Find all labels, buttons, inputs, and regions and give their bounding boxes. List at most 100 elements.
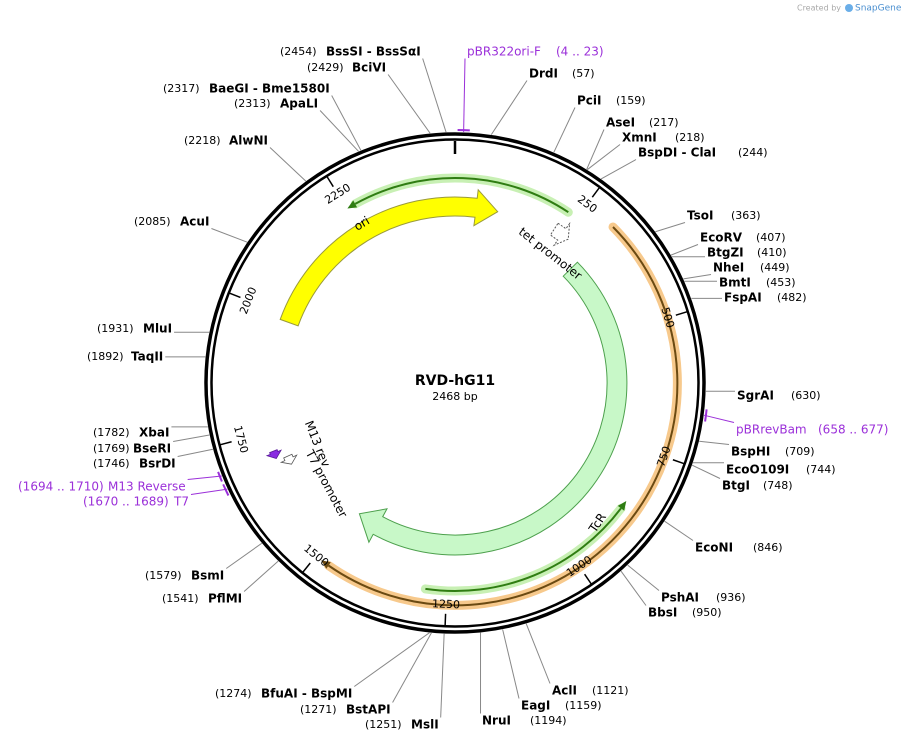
enzyme-name: SgrAI [737,389,774,403]
enzyme-name: AcuI [180,215,209,229]
enzyme-leader [269,147,307,182]
enzyme-position: (217) [649,116,679,129]
plasmid-size: 2468 bp [432,390,477,403]
scale-tick [675,310,688,316]
scale-tick-label: 250 [575,193,600,216]
enzyme-name: BspDI - ClaI [638,146,716,160]
enzyme-leader [620,570,647,606]
scale-tick [326,176,334,188]
enzyme-name: PflMI [208,592,242,606]
enzyme-position: (2454) [280,45,317,58]
enzyme-leader [553,107,576,153]
primer-site [222,483,230,496]
enzyme-leader [422,58,447,133]
enzyme-leader [243,560,279,592]
primer-range: (1670 .. 1689) [83,495,169,509]
enzyme-position: (2313) [234,97,271,110]
enzyme-name: PciI [577,94,602,108]
enzyme-position: (363) [731,209,761,222]
feature-tcr [358,261,628,556]
enzyme-name: EagI [521,699,550,713]
scale-tick-label: 750 [654,444,673,468]
enzyme-name: BbsI [648,606,677,620]
enzyme-position: (449) [760,261,790,274]
enzyme-position: (630) [791,389,821,402]
enzyme-leader [502,629,520,699]
enzyme-position: (407) [756,231,786,244]
enzyme-position: (218) [675,131,705,144]
green-arc-right-head [617,501,627,511]
enzyme-name: BseRI [133,442,171,456]
enzyme-leader [440,633,445,718]
enzyme-leader [354,632,430,687]
enzyme-leader [173,434,210,442]
enzyme-name: BaeGI - Bme1580I [209,82,330,96]
enzyme-position: (1121) [592,684,629,697]
enzyme-position: (1159) [565,699,602,712]
enzyme-leader [691,464,721,479]
enzyme-name: XmnI [622,131,657,145]
enzyme-name: MslI [411,718,439,732]
primer-range: (1694 .. 1710) [18,480,104,494]
scale-tick-label: 500 [658,306,677,330]
enzyme-name: BmtI [719,276,751,290]
enzyme-leader [586,144,621,171]
enzyme-position: (2429) [307,61,344,74]
primer-range: (4 .. 23) [556,45,604,59]
feature-ori [279,188,499,327]
enzyme-position: (159) [616,94,646,107]
enzyme-position: (1931) [97,322,134,335]
logo-icon [845,4,853,12]
enzyme-leader [177,448,214,457]
enzyme-leader [490,80,528,135]
primer-name: pBRrevBam [736,423,807,437]
enzyme-leader [392,632,432,703]
scale-tick [583,573,592,585]
plasmid-name: RVD-hG11 [415,373,495,389]
enzyme-name: BspHI [731,445,770,459]
primer-name: M13 Reverse [108,480,186,494]
primer-leader [187,475,222,480]
enzyme-name: XbaI [139,426,169,440]
enzyme-leader [387,74,431,134]
enzyme-leader [525,623,551,684]
enzyme-position: (2218) [184,134,221,147]
primer-leader [190,488,228,495]
enzyme-name: DrdI [529,67,558,81]
enzyme-name: AseI [606,116,635,130]
enzyme-position: (1251) [365,718,402,731]
feature-t7-promoter [279,453,298,465]
enzyme-position: (1541) [162,592,199,605]
enzyme-position: (709) [785,445,815,458]
enzyme-name: BciVI [352,61,386,75]
enzyme-position: (1271) [300,703,337,716]
orange-arc-head [321,560,331,569]
enzyme-name: EcoO109I [726,463,789,477]
primer-leader [463,58,466,133]
feature-label: tet promoter [516,225,585,283]
enzyme-position: (482) [777,291,807,304]
enzyme-leader [331,95,362,151]
enzyme-name: BssSI - BssSαI [326,45,421,59]
enzyme-leader [225,542,263,569]
enzyme-leader [664,520,694,541]
enzyme-name: NruI [482,714,511,728]
enzyme-position: (1769) [93,442,130,455]
enzyme-name: BtgI [722,479,750,493]
enzyme-leader [600,159,637,180]
enzyme-name: AlwNI [229,134,268,148]
enzyme-position: (744) [806,463,836,476]
feature-m13-rev [265,449,283,459]
enzyme-name: FspAI [724,291,762,305]
enzyme-position: (1194) [530,714,567,727]
enzyme-position: (244) [738,146,768,159]
primer-leader [703,414,735,423]
scale-tick [672,459,685,465]
enzyme-name: TaqII [131,350,163,364]
scale-tick [228,292,241,299]
scale-tick-label: 2000 [237,285,259,316]
scale-tick [219,441,232,446]
enzyme-position: (2085) [134,215,171,228]
